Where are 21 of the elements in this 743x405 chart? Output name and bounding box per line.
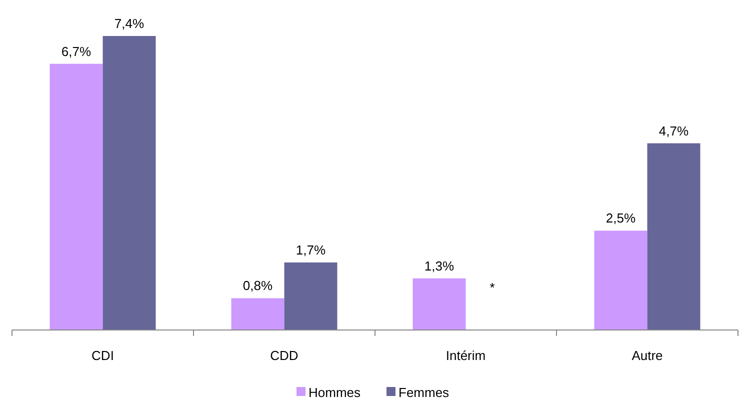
data-label: 1,3% [424,258,454,274]
data-label: 2,5% [606,210,636,226]
data-label: 1,7% [296,242,326,258]
data-label: 4,7% [658,123,689,138]
bar [594,230,648,330]
data-label: 6,7% [61,44,92,59]
bar [284,262,338,330]
x-tick-label: CDI [92,348,114,363]
x-tick-label: Intérim [446,348,486,363]
text: * [490,280,495,295]
data-label: 7,4% [114,16,144,31]
legend-label: Hommes [308,385,362,400]
legend-label: Femmes [398,385,450,400]
bar [647,143,700,330]
bar [412,278,466,330]
data-label: 0,8% [242,278,273,294]
bar [50,64,103,330]
bar [231,298,284,330]
x-tick-label: Autre [632,348,663,363]
x-tick-label: CDD [270,348,298,363]
bar [102,36,156,330]
